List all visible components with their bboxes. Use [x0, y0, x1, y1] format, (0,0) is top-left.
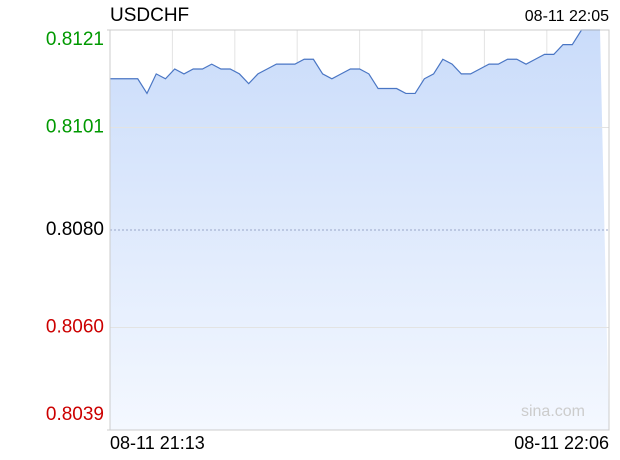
- watermark: sina.com: [521, 403, 585, 420]
- y-tick-label: 0.8060: [46, 317, 104, 338]
- y-tick-label: 0.8101: [46, 117, 104, 138]
- price-line: [110, 29, 600, 95]
- y-tick-label: 0.8080: [46, 219, 104, 240]
- timestamp: 08-11 22:05: [525, 8, 609, 25]
- chart-title: USDCHF: [110, 5, 189, 26]
- plot-area: [109, 29, 610, 431]
- x-tick-label: 08-11 21:13: [110, 433, 205, 453]
- y-tick-label: 0.8039: [46, 404, 104, 425]
- plot-border: [109, 29, 610, 431]
- x-tick-label: 08-11 22:06: [514, 433, 609, 453]
- y-tick-label: 0.8121: [46, 29, 104, 50]
